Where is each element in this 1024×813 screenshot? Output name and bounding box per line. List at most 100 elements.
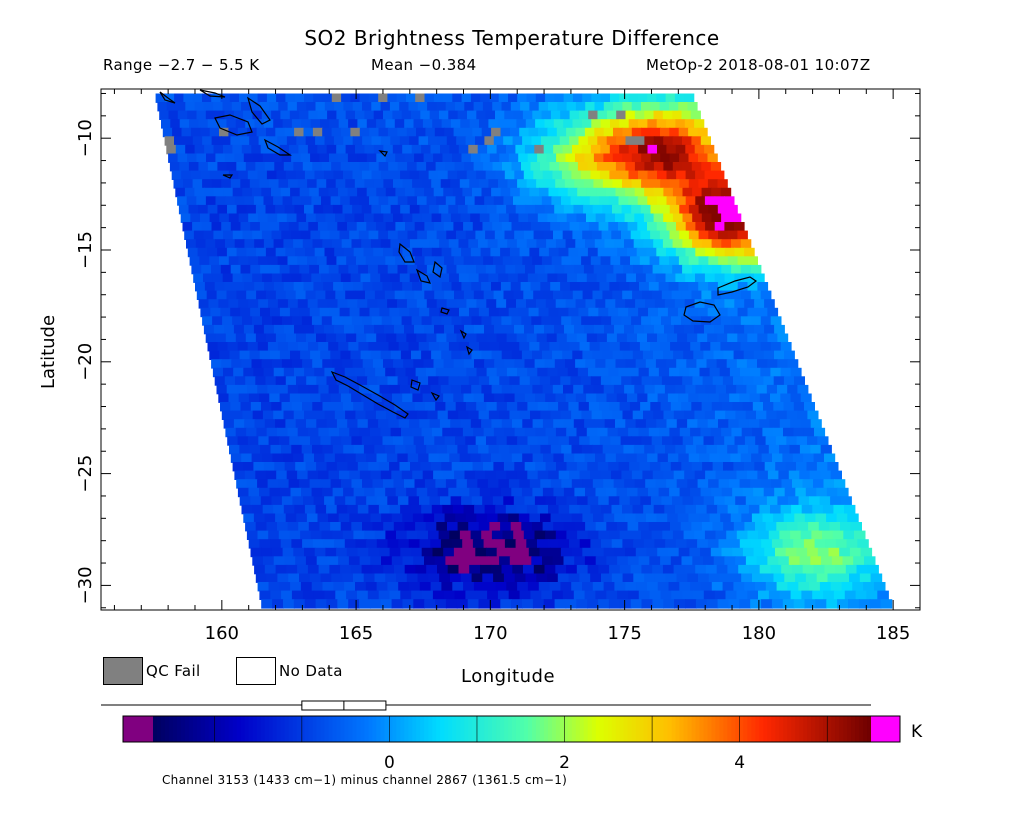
swath-pixel <box>593 264 605 275</box>
swath-pixel <box>359 162 370 172</box>
swath-pixel <box>292 196 303 206</box>
swath-pixel <box>193 230 205 240</box>
colorbar-segment <box>791 716 796 742</box>
swath-pixel <box>659 522 671 532</box>
swath-pixel <box>198 119 209 129</box>
swath-pixel <box>735 496 747 506</box>
swath-pixel <box>456 599 469 609</box>
swath-pixel <box>707 307 719 318</box>
swath-pixel <box>372 522 384 532</box>
swath-pixel <box>814 539 827 549</box>
swath-pixel <box>584 127 596 138</box>
swath-pixel <box>653 187 665 198</box>
swath-pixel <box>610 93 621 103</box>
swath-pixel <box>443 187 454 198</box>
swath-pixel <box>664 504 676 515</box>
swath-pixel <box>309 187 320 198</box>
swath-pixel <box>177 110 188 120</box>
swath-pixel <box>439 573 451 583</box>
swath-pixel <box>550 513 562 523</box>
swath-pixel <box>704 324 715 335</box>
swath-pixel <box>658 282 670 292</box>
swath-pixel <box>734 222 745 232</box>
swath-pixel <box>656 93 667 103</box>
swath-pixel <box>807 410 819 420</box>
swath-pixel <box>761 453 773 463</box>
swath-pixel <box>351 393 363 403</box>
swath-pixel <box>331 316 343 326</box>
swath-pixel <box>599 282 611 292</box>
swath-pixel <box>485 170 496 180</box>
swath-pixel <box>578 136 589 146</box>
swath-pixel <box>744 522 756 532</box>
swath-pixel <box>699 453 711 463</box>
swath-pixel <box>353 487 365 498</box>
swath-pixel <box>478 599 491 609</box>
swath-pixel <box>717 307 729 318</box>
swath-pixel <box>400 504 412 515</box>
swath-pixel <box>588 307 599 318</box>
swath-pixel <box>630 256 641 266</box>
swath-pixel <box>242 273 253 283</box>
swath-pixel <box>445 102 456 112</box>
swath-pixel <box>462 187 473 198</box>
swath-pixel <box>357 119 368 129</box>
swath-pixel <box>618 222 629 232</box>
swath-pixel <box>809 470 821 480</box>
swath-pixel <box>413 119 424 129</box>
swath-pixel <box>571 547 584 558</box>
swath-pixel <box>540 479 552 489</box>
swath-pixel <box>698 179 709 189</box>
swath-pixel <box>241 504 253 515</box>
swath-pixel <box>272 316 283 326</box>
swath-pixel <box>523 530 536 540</box>
x-tick-label: 180 <box>742 623 776 644</box>
swath-pixel <box>277 213 288 223</box>
swath-pixel <box>195 282 206 292</box>
swath-pixel <box>318 187 330 198</box>
swath-pixel <box>520 282 532 292</box>
swath-pixel <box>694 299 706 309</box>
swath-pixel <box>523 170 535 180</box>
swath-pixel <box>756 410 768 420</box>
swath-pixel <box>543 290 554 300</box>
swath-pixel <box>582 479 594 489</box>
swath-pixel <box>510 187 521 198</box>
swath-pixel <box>665 444 677 455</box>
swath-pixel <box>810 556 822 566</box>
swath-pixel <box>652 599 665 609</box>
swath-pixel <box>509 556 522 566</box>
swath-pixel <box>565 299 577 309</box>
swath-pixel <box>628 196 639 206</box>
swath-pixel <box>467 204 478 215</box>
swath-pixel <box>745 410 757 420</box>
swath-pixel <box>500 282 512 292</box>
swath-pixel <box>821 556 833 566</box>
swath-pixel <box>231 102 242 112</box>
swath-pixel <box>726 470 738 480</box>
swath-pixel <box>552 590 564 600</box>
colorbar-segment <box>340 716 346 742</box>
colorbar-segment <box>859 716 864 742</box>
swath-pixel <box>402 213 414 223</box>
swath-pixel <box>690 342 702 352</box>
swath-pixel <box>217 342 229 352</box>
swath-pixel <box>420 110 431 120</box>
swath-pixel <box>808 522 820 532</box>
swath-pixel <box>513 530 525 540</box>
swath-pixel <box>308 222 319 232</box>
swath-pixel <box>622 290 633 300</box>
swath-pixel <box>560 410 572 420</box>
swath-pixel <box>443 222 455 232</box>
swath-pixel <box>499 153 510 163</box>
swath-pixel <box>284 127 295 138</box>
swath-pixel <box>347 462 359 472</box>
swath-pixel <box>839 547 851 558</box>
swath-pixel <box>449 144 460 155</box>
swath-pixel <box>624 213 636 223</box>
colorbar-segment <box>272 716 278 742</box>
swath-pixel <box>779 419 791 429</box>
swath-pixel <box>401 110 412 120</box>
swath-pixel <box>481 187 492 198</box>
swath-pixel <box>374 487 386 498</box>
